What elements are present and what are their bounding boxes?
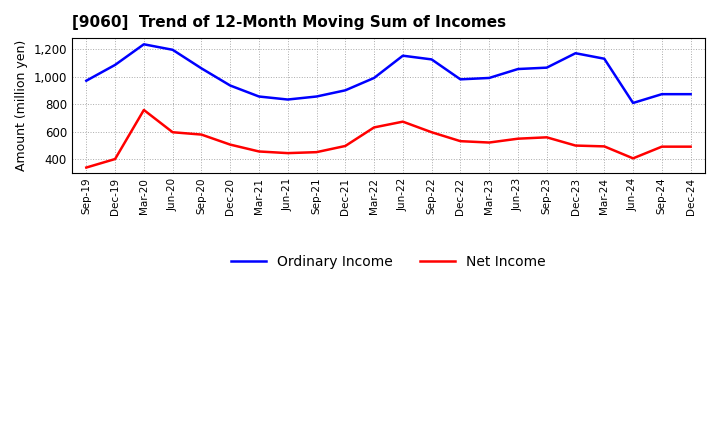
Ordinary Income	[255, 94, 264, 99]
Ordinary Income	[657, 92, 666, 97]
Net Income	[140, 107, 148, 113]
Ordinary Income	[197, 66, 206, 71]
Net Income	[284, 150, 292, 156]
Net Income	[255, 149, 264, 154]
Ordinary Income	[82, 78, 91, 83]
Net Income	[82, 165, 91, 170]
Ordinary Income	[629, 100, 637, 106]
Net Income	[513, 136, 522, 141]
Ordinary Income	[600, 56, 608, 61]
Text: [9060]  Trend of 12-Month Moving Sum of Incomes: [9060] Trend of 12-Month Moving Sum of I…	[72, 15, 506, 30]
Net Income	[111, 156, 120, 161]
Net Income	[657, 144, 666, 149]
Ordinary Income	[168, 47, 177, 52]
Net Income	[197, 132, 206, 137]
Net Income	[226, 142, 235, 147]
Ordinary Income	[226, 83, 235, 88]
Ordinary Income	[456, 77, 464, 82]
Net Income	[571, 143, 580, 148]
Ordinary Income	[312, 94, 321, 99]
Ordinary Income	[399, 53, 408, 59]
Net Income	[456, 139, 464, 144]
Net Income	[341, 143, 350, 149]
Ordinary Income	[284, 97, 292, 102]
Ordinary Income	[513, 66, 522, 72]
Net Income	[370, 125, 379, 130]
Y-axis label: Amount (million yen): Amount (million yen)	[15, 40, 28, 171]
Ordinary Income	[686, 92, 695, 97]
Net Income	[629, 156, 637, 161]
Net Income	[485, 140, 493, 145]
Line: Net Income: Net Income	[86, 110, 690, 168]
Net Income	[399, 119, 408, 124]
Ordinary Income	[485, 75, 493, 81]
Ordinary Income	[370, 75, 379, 81]
Ordinary Income	[427, 57, 436, 62]
Net Income	[686, 144, 695, 149]
Net Income	[600, 144, 608, 149]
Ordinary Income	[341, 88, 350, 93]
Ordinary Income	[571, 51, 580, 56]
Legend: Ordinary Income, Net Income: Ordinary Income, Net Income	[225, 250, 552, 275]
Ordinary Income	[140, 42, 148, 47]
Net Income	[427, 130, 436, 135]
Net Income	[542, 135, 551, 140]
Net Income	[312, 150, 321, 155]
Ordinary Income	[542, 65, 551, 70]
Ordinary Income	[111, 62, 120, 68]
Net Income	[168, 130, 177, 135]
Line: Ordinary Income: Ordinary Income	[86, 44, 690, 103]
